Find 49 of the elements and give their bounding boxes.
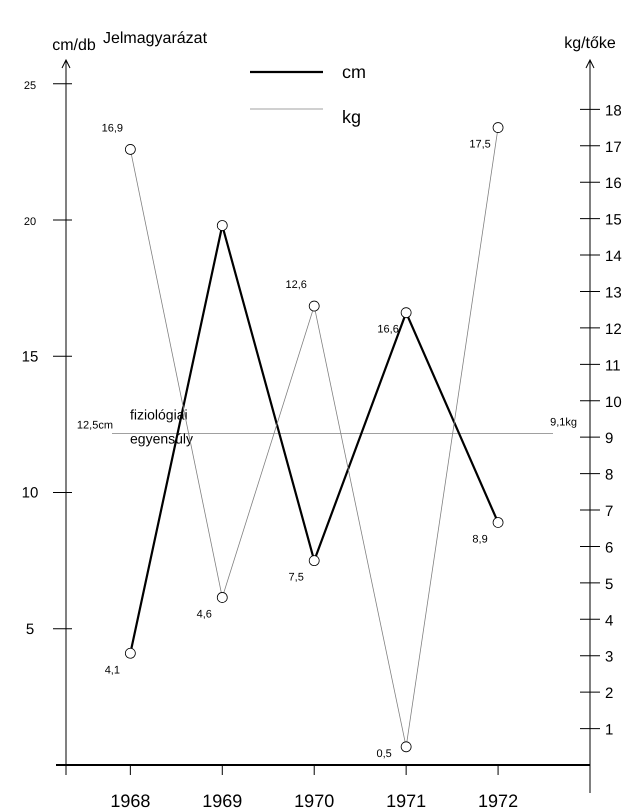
data-label: 12,6 bbox=[286, 279, 307, 292]
y2-tick-label: 6 bbox=[605, 539, 614, 556]
y2-tick-label: 12 bbox=[605, 320, 622, 338]
ref-line-label: 9,1kg bbox=[550, 416, 577, 429]
legend-label: cm bbox=[342, 62, 366, 82]
y-tick-label: 25 bbox=[24, 80, 36, 92]
data-label: 7,5 bbox=[288, 572, 304, 584]
data-label: 16,9 bbox=[102, 122, 124, 134]
y2-tick-label: 16 bbox=[605, 175, 622, 192]
y2-tick-label: 3 bbox=[605, 648, 614, 666]
y2-tick-label: 10 bbox=[605, 394, 622, 411]
y-tick-label: 10 bbox=[22, 484, 38, 502]
y2-tick-label: 13 bbox=[605, 284, 622, 302]
x-tick-label: 1972 bbox=[478, 791, 518, 811]
point bbox=[492, 517, 504, 528]
data-label: 16,6 bbox=[377, 324, 399, 336]
y2-tick-label: 1 bbox=[605, 722, 614, 739]
y2-tick-label: 7 bbox=[605, 503, 614, 520]
y2-tick-label: 2 bbox=[605, 685, 614, 702]
x-tick-label: 1969 bbox=[202, 791, 242, 811]
annotation: 12,5cm bbox=[76, 420, 113, 432]
point bbox=[216, 220, 228, 231]
y2-tick-label: 9 bbox=[605, 430, 614, 448]
data-label: 4,6 bbox=[196, 608, 212, 620]
y2-tick-label: 14 bbox=[605, 248, 622, 266]
y2-axis-title: kg/tőke bbox=[564, 35, 616, 52]
data-label: 17,5 bbox=[469, 138, 491, 151]
point bbox=[308, 555, 320, 566]
y2-tick-label: 11 bbox=[605, 357, 621, 374]
y2-tick-label: 8 bbox=[605, 466, 614, 484]
legend-label: kg bbox=[342, 107, 362, 127]
data-label: 0,5 bbox=[376, 748, 392, 760]
y-tick-label: 15 bbox=[22, 348, 38, 366]
x-tick-label: 1971 bbox=[386, 791, 426, 811]
y-axis-title: cm/db bbox=[52, 37, 96, 54]
y2-tick-label: 17 bbox=[605, 138, 622, 156]
y2-tick-label: 18 bbox=[605, 102, 622, 120]
point bbox=[124, 648, 136, 659]
y-tick-label: 5 bbox=[26, 620, 34, 638]
data-label: 8,9 bbox=[472, 533, 488, 546]
y2-tick-label: 5 bbox=[605, 576, 614, 593]
data-label: 4,1 bbox=[104, 664, 120, 676]
x-tick-label: 1970 bbox=[294, 791, 334, 811]
y2-tick-label: 15 bbox=[605, 212, 622, 229]
point bbox=[400, 307, 412, 318]
legend-title: Jelmagyarázat bbox=[102, 30, 208, 47]
x-tick-label: 1968 bbox=[110, 791, 150, 811]
y-tick-label: 20 bbox=[24, 216, 36, 228]
y2-tick-label: 4 bbox=[605, 612, 614, 630]
